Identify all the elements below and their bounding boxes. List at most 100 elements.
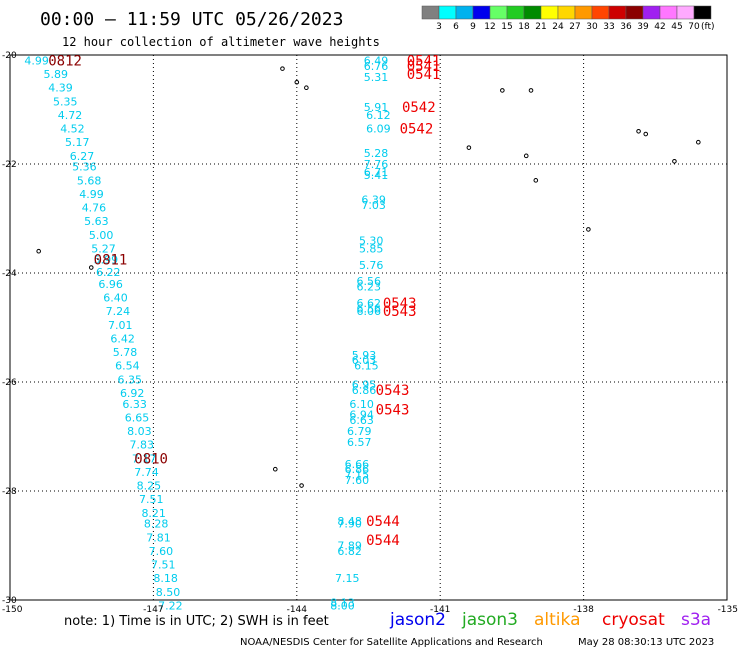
pass-time-label: 0541 [407, 67, 441, 83]
wave-height-value: 7.01 [108, 319, 132, 332]
wave-height-value: 6.22 [96, 266, 121, 279]
wave-height-value: 4.52 [60, 123, 85, 136]
island-mark [643, 131, 649, 137]
wave-height-value: 5.30 [359, 234, 384, 247]
island-mark [528, 88, 534, 93]
x-tick-label: -144 [287, 605, 308, 615]
colorbar-label: 6 [453, 22, 459, 32]
y-tick-label: -24 [2, 269, 17, 279]
wave-height-value: 4.99 [79, 188, 104, 201]
wave-height-value: 5.99 [94, 253, 119, 266]
wave-height-value: 6.86 [345, 463, 370, 476]
pass-time-label: 0811 [94, 252, 128, 268]
wave-height-value: 6.23 [357, 281, 382, 294]
colorbar-swatch [693, 5, 712, 20]
colorbar-swatch [540, 5, 559, 20]
pass-time-label: 0541 [407, 59, 441, 75]
colorbar-swatch [557, 5, 576, 20]
pass-time-label: 0543 [383, 304, 417, 320]
wave-height-value: 8.00 [330, 599, 355, 612]
wave-height-value: 7.15 [335, 572, 360, 585]
wave-height-value: 6.49 [364, 54, 389, 67]
colorbar-swatch [506, 5, 525, 20]
wave-height-value: 5.31 [364, 71, 389, 84]
wave-height-value: 5.28 [364, 147, 389, 160]
chart-title: 00:00 – 11:59 UTC 05/26/2023 [40, 9, 343, 30]
island-mark [294, 79, 300, 85]
y-tick-label: -26 [2, 378, 17, 388]
colorbar-label: 70 [688, 22, 700, 32]
pass-time-label: 0810 [134, 451, 168, 467]
wave-height-value: 6.66 [345, 458, 370, 471]
island-mark [299, 483, 304, 488]
wave-height-value: 7.03 [361, 199, 386, 212]
axis-ticks: -20 -22 -24 -26 -28 -30-150 -147 -144 -141 -138 -1… [2, 51, 738, 615]
x-tick-label: -141 [430, 605, 450, 615]
footer-timestamp: May 28 08:30:13 UTC 2023 [578, 637, 714, 648]
wave-height-value: 7.90 [337, 518, 362, 531]
wave-height-value: 5.00 [89, 229, 114, 242]
colorbar-label: 30 [586, 22, 598, 32]
wave-height-value: 8.25 [137, 480, 162, 493]
wave-height-value: 5.63 [84, 215, 109, 228]
wave-height-value: 7.74 [134, 466, 159, 479]
x-tick-label: -135 [718, 605, 738, 615]
wave-height-value: 7.76 [364, 158, 389, 171]
wave-height-value: 6.27 [70, 150, 95, 163]
island-mark [500, 88, 505, 93]
wave-height-value: 6.79 [347, 425, 372, 438]
wave-height-value: 8.13 [330, 597, 355, 610]
wave-height-value: 7.15 [345, 469, 370, 482]
colorbar-label: 33 [603, 22, 614, 32]
island-mark [696, 139, 701, 145]
island-mark [466, 145, 472, 150]
satellite-legend-item: cryosat [602, 610, 665, 630]
wave-height-value: 7.83 [130, 439, 155, 452]
colorbar-label: 42 [654, 22, 665, 32]
wave-height-value: 6.15 [354, 360, 379, 373]
colorbar-label: 21 [535, 22, 546, 32]
wave-height-value: 4.72 [58, 109, 83, 122]
wave-height-value: 6.57 [347, 436, 372, 449]
wave-height-value: 7.22 [158, 599, 183, 612]
island-mark [88, 265, 94, 270]
colorbar-swatch [574, 5, 593, 20]
colorbar-swatch [489, 5, 508, 20]
wave-height-value: 6.56 [357, 275, 382, 288]
colorbar-swatch [438, 5, 457, 20]
island-mark [586, 227, 591, 232]
wave-height-value: 6.39 [361, 193, 386, 206]
colorbar-swatch [625, 5, 644, 20]
map-frame [9, 54, 728, 601]
colorbar-swatch [523, 5, 542, 20]
wave-height-value: 6.33 [122, 398, 147, 411]
wave-height-value: 6.12 [366, 109, 391, 122]
wave-height-value: 5.27 [91, 242, 116, 255]
wave-height-value: 6.03 [352, 354, 377, 367]
island-mark [533, 178, 539, 183]
y-tick-label: -22 [2, 160, 17, 170]
colorbar-label: 24 [552, 22, 564, 32]
wave-height-value: 7.60 [149, 545, 174, 558]
wave-height-value: 7.81 [146, 531, 171, 544]
satellite-legend-item: s3a [681, 610, 711, 630]
colorbar-swatch [642, 5, 661, 20]
x-tick-label: -138 [573, 605, 594, 615]
colorbar-swatch [659, 5, 678, 20]
pass-time-label: 0543 [376, 402, 410, 418]
colorbar-label: 15 [501, 22, 512, 32]
wave-height-value: 6.62 [357, 297, 382, 310]
wave-height-value: 5.41 [364, 169, 389, 182]
colorbar-unit: (ft) [701, 22, 715, 32]
island-mark [636, 129, 641, 134]
colorbar-swatch [472, 5, 491, 20]
colorbar-legend: 3 6 9 12 15 18 21 24 27 30 33 36 39 42 45 70 (ft) [421, 5, 715, 32]
satellite-legend-item: altika [534, 610, 581, 630]
wave-height-value: 5.35 [53, 95, 78, 108]
pass-time-label: 0542 [402, 100, 436, 116]
wave-height-value: 6.86 [352, 384, 377, 397]
wave-height-value: 8.28 [144, 518, 169, 531]
footer-credit: NOAA/NESDIS Center for Satellite Applica… [240, 637, 543, 648]
wave-height-value: 6.94 [349, 409, 374, 422]
